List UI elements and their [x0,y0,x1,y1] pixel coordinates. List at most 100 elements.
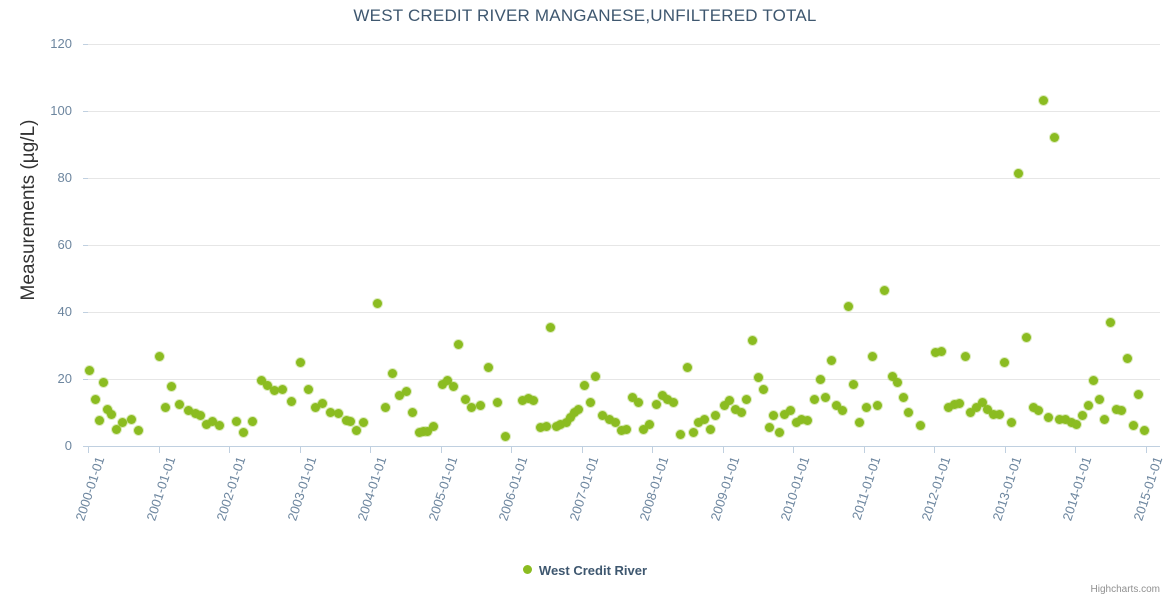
data-point[interactable] [196,411,206,421]
data-point[interactable] [651,399,661,409]
data-point[interactable] [955,398,965,408]
data-point[interactable] [657,391,667,401]
data-point[interactable] [843,301,853,311]
data-point[interactable] [1094,394,1104,404]
data-point[interactable] [730,404,740,414]
data-point[interactable] [127,414,137,424]
data-point[interactable] [893,377,903,387]
data-point[interactable] [1060,414,1070,424]
data-point[interactable] [960,351,970,361]
data-point[interactable] [936,346,946,356]
data-point[interactable] [887,372,897,382]
highcharts-credits[interactable]: Highcharts.com [1090,584,1160,595]
data-point[interactable] [106,409,116,419]
data-point[interactable] [747,335,757,345]
data-point[interactable] [536,423,546,433]
data-point[interactable] [214,421,224,431]
data-point[interactable] [966,408,976,417]
data-point[interactable] [675,429,685,439]
data-point[interactable] [326,408,336,417]
data-point[interactable] [780,409,790,419]
data-point[interactable] [166,381,176,391]
data-point[interactable] [880,286,890,296]
data-point[interactable] [904,408,914,417]
data-point[interactable] [358,418,368,428]
data-point[interactable] [184,406,194,416]
data-point[interactable] [310,402,320,412]
data-point[interactable] [668,397,678,407]
data-point[interactable] [423,427,433,437]
data-point[interactable] [161,402,171,412]
data-point[interactable] [736,408,746,417]
data-point[interactable] [1111,404,1121,414]
data-point[interactable] [616,426,626,436]
data-point[interactable] [862,402,872,412]
data-point[interactable] [764,423,774,433]
data-point[interactable] [663,394,673,404]
data-point[interactable] [622,424,632,434]
data-point[interactable] [460,395,470,405]
data-point[interactable] [688,428,698,438]
data-point[interactable] [99,377,109,387]
data-point[interactable] [1044,413,1054,423]
data-point[interactable] [759,384,769,394]
data-point[interactable] [802,416,812,426]
data-point[interactable] [523,393,533,403]
data-point[interactable] [317,398,327,408]
data-point[interactable] [639,424,649,434]
data-point[interactable] [556,419,566,429]
data-point[interactable] [574,404,584,414]
data-point[interactable] [977,397,987,407]
data-point[interactable] [467,402,477,412]
data-point[interactable] [1000,358,1010,368]
data-point[interactable] [742,394,752,404]
data-point[interactable] [541,422,551,432]
data-point[interactable] [296,357,306,367]
data-point[interactable] [585,397,595,407]
data-point[interactable] [1077,411,1087,421]
data-point[interactable] [407,408,417,417]
data-point[interactable] [855,418,865,428]
data-point[interactable] [429,422,439,432]
data-point[interactable] [111,424,121,434]
data-point[interactable] [1083,401,1093,411]
data-point[interactable] [517,396,527,406]
data-point[interactable] [1106,317,1116,327]
data-point[interactable] [475,401,485,411]
data-point[interactable] [381,402,391,412]
data-point[interactable] [1139,426,1149,436]
legend-item-west-credit-river[interactable]: West Credit River [538,563,648,579]
data-point[interactable] [849,379,859,389]
data-point[interactable] [1089,375,1099,385]
data-point[interactable] [492,397,502,407]
data-point[interactable] [247,417,257,427]
data-point[interactable] [605,415,615,425]
data-point[interactable] [943,402,953,412]
data-point[interactable] [565,413,575,423]
data-point[interactable] [90,394,100,404]
data-point[interactable] [633,397,643,407]
data-point[interactable] [705,424,715,434]
data-point[interactable] [134,426,144,436]
data-point[interactable] [84,366,94,376]
data-point[interactable] [694,418,704,428]
data-point[interactable] [372,299,382,309]
data-point[interactable] [402,387,412,397]
data-point[interactable] [1128,421,1138,431]
chart-legend[interactable]: West Credit River [0,562,1170,578]
data-point[interactable] [994,409,1004,419]
data-point[interactable] [815,374,825,384]
data-point[interactable] [769,411,779,421]
data-point[interactable] [201,419,211,429]
data-point[interactable] [1055,414,1065,424]
data-point[interactable] [1007,418,1017,428]
data-point[interactable] [611,418,621,428]
data-point[interactable] [102,404,112,414]
data-point[interactable] [972,402,982,412]
data-point[interactable] [809,394,819,404]
data-point[interactable] [797,414,807,424]
data-point[interactable] [949,399,959,409]
data-point[interactable] [238,428,248,438]
data-point[interactable] [1134,389,1144,399]
data-point[interactable] [231,417,241,427]
